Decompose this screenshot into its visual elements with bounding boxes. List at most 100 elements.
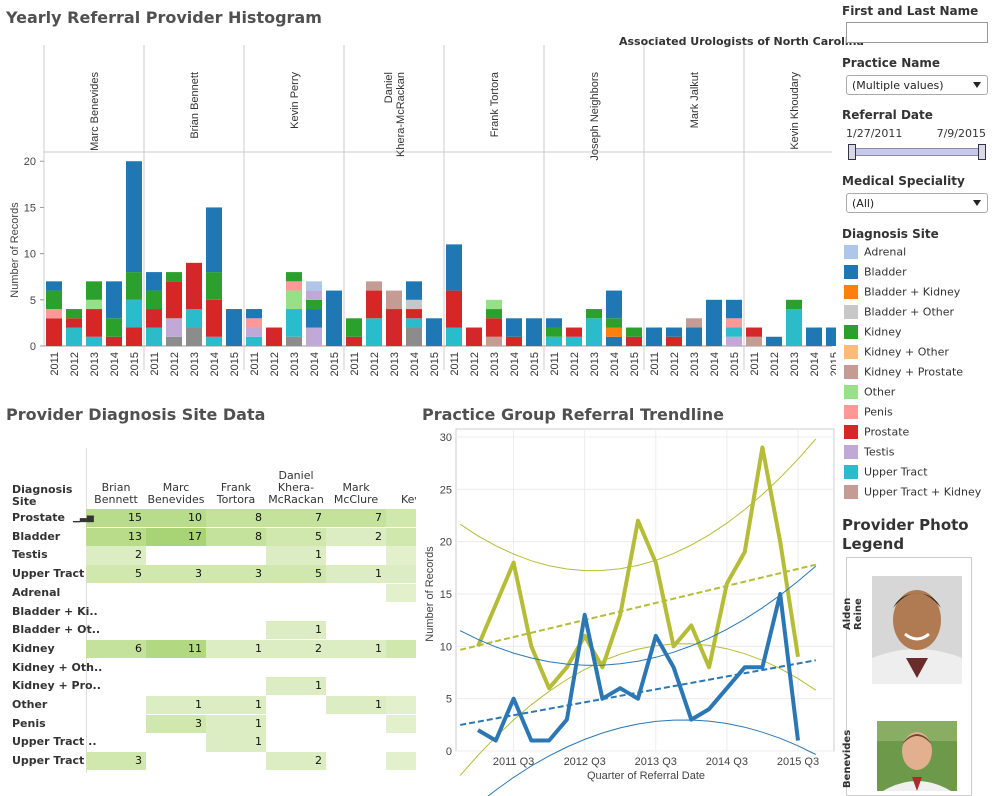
table-cell[interactable] <box>206 584 266 602</box>
legend-item[interactable]: Penis <box>844 405 893 423</box>
provider-photo-2[interactable] <box>877 721 957 791</box>
table-cell[interactable]: 10 <box>146 509 206 528</box>
table-cell[interactable] <box>86 677 146 695</box>
table-cell[interactable]: 3 <box>86 752 146 771</box>
table-cell[interactable]: 1 <box>266 546 326 565</box>
table-column-header[interactable]: Mark McClure <box>333 481 379 506</box>
legend-item[interactable]: Upper Tract + Kidney <box>844 485 981 503</box>
table-cell[interactable] <box>326 659 386 677</box>
table-cell[interactable] <box>86 659 146 677</box>
legend-item[interactable]: Kidney + Other <box>844 345 949 363</box>
table-row-label[interactable]: Kidney + Oth.. <box>12 660 103 674</box>
table-cell[interactable]: 7 <box>266 509 326 528</box>
speciality-filter-dropdown[interactable]: (All) <box>846 193 988 213</box>
provider-photo-1[interactable] <box>872 576 962 684</box>
table-cell[interactable] <box>266 696 326 714</box>
table-cell[interactable]: 7 <box>326 509 386 528</box>
table-cell[interactable] <box>386 677 416 695</box>
table-cell[interactable] <box>146 659 206 677</box>
table-cell[interactable] <box>86 603 146 621</box>
table-cell[interactable] <box>266 733 326 751</box>
table-cell[interactable] <box>86 696 146 714</box>
table-cell[interactable]: 1 <box>206 714 266 733</box>
table-cell[interactable]: 3 <box>146 714 206 733</box>
table-cell[interactable]: 8 <box>206 527 266 546</box>
table-cell[interactable] <box>146 677 206 695</box>
table-cell[interactable]: 13 <box>86 527 146 546</box>
table-cell[interactable] <box>386 527 416 546</box>
table-cell[interactable]: 8 <box>206 509 266 528</box>
table-row-label[interactable]: Testis <box>12 548 48 562</box>
legend-item[interactable]: Kidney + Prostate <box>844 365 963 383</box>
table-cell[interactable] <box>266 584 326 602</box>
table-cell[interactable]: 1 <box>206 733 266 752</box>
table-cell[interactable] <box>206 621 266 639</box>
table-cell[interactable] <box>206 677 266 695</box>
table-cell[interactable] <box>146 603 206 621</box>
legend-item[interactable]: Kidney <box>844 325 902 343</box>
legend-item[interactable]: Testis <box>844 445 894 463</box>
table-cell[interactable] <box>386 546 416 565</box>
table-cell[interactable] <box>386 621 416 639</box>
table-cell[interactable] <box>326 584 386 602</box>
table-row-label[interactable]: Bladder <box>12 529 61 543</box>
table-row-label[interactable]: Penis <box>12 716 46 730</box>
table-cell[interactable]: 1 <box>326 565 386 584</box>
table-row-label[interactable]: Upper Tract .. <box>12 735 97 749</box>
table-cell[interactable]: 2 <box>86 546 146 565</box>
table-row-label[interactable]: Adrenal <box>12 585 61 599</box>
table-row-label[interactable]: Kidney <box>12 641 55 655</box>
table-cell[interactable] <box>146 546 206 564</box>
practice-filter-dropdown[interactable]: (Multiple values) <box>846 75 988 95</box>
table-cell[interactable] <box>86 584 146 602</box>
table-cell[interactable] <box>206 603 266 621</box>
table-cell[interactable]: 15 <box>86 509 146 528</box>
table-cell[interactable] <box>266 715 326 733</box>
table-cell[interactable] <box>386 733 416 751</box>
table-column-header[interactable]: Daniel Khera-McRackan <box>268 469 324 506</box>
table-row-label[interactable]: Bladder + Ot.. <box>12 623 101 637</box>
table-column-header[interactable]: Kevin <box>401 493 416 506</box>
table-cell[interactable]: 17 <box>146 527 206 546</box>
table-cell[interactable] <box>326 621 386 639</box>
table-cell[interactable]: 3 <box>146 565 206 584</box>
table-cell[interactable]: 5 <box>266 527 326 546</box>
table-row-label[interactable]: Upper Tract .. <box>12 754 97 768</box>
legend-item[interactable]: Bladder <box>844 265 907 283</box>
table-cell[interactable] <box>326 715 386 733</box>
legend-item[interactable]: Adrenal <box>844 245 906 263</box>
table-cell[interactable] <box>206 546 266 564</box>
table-cell[interactable] <box>386 696 416 715</box>
sort-icon[interactable]: ▁▃▅ <box>73 513 94 523</box>
table-cell[interactable] <box>266 659 326 677</box>
table-row-label[interactable]: Bladder + Ki.. <box>12 604 98 618</box>
table-cell[interactable] <box>386 752 416 771</box>
table-column-header[interactable]: Frank Tortora <box>216 481 256 506</box>
date-slider-end-handle[interactable] <box>978 144 986 160</box>
table-cell[interactable]: 3 <box>206 565 266 584</box>
legend-item[interactable]: Other <box>844 385 895 403</box>
table-cell[interactable] <box>206 659 266 677</box>
table-cell[interactable]: 6 <box>86 639 146 659</box>
table-cell[interactable]: 11 <box>146 639 206 659</box>
table-cell[interactable] <box>386 714 416 733</box>
table-cell[interactable] <box>86 733 146 751</box>
table-cell[interactable] <box>86 715 146 733</box>
table-cell[interactable] <box>146 752 206 770</box>
table-cell[interactable]: 2 <box>326 527 386 546</box>
table-cell[interactable] <box>146 584 206 602</box>
table-cell[interactable]: 1 <box>206 639 266 659</box>
table-cell[interactable] <box>326 677 386 695</box>
table-cell[interactable] <box>386 659 416 677</box>
date-slider-start-handle[interactable] <box>848 144 856 160</box>
table-row-label[interactable]: Other <box>12 698 48 711</box>
table-cell[interactable]: 2 <box>266 752 326 771</box>
table-cell[interactable]: 1 <box>266 621 326 640</box>
table-cell[interactable] <box>326 752 386 770</box>
legend-item[interactable]: Upper Tract <box>844 465 928 483</box>
table-cell[interactable] <box>386 565 416 584</box>
table-column-header[interactable]: Marc Benevides <box>147 481 205 506</box>
table-row-label[interactable]: Kidney + Pro.. <box>12 679 101 693</box>
table-cell[interactable] <box>206 752 266 770</box>
table-column-header[interactable]: Brian Bennett <box>94 481 138 506</box>
